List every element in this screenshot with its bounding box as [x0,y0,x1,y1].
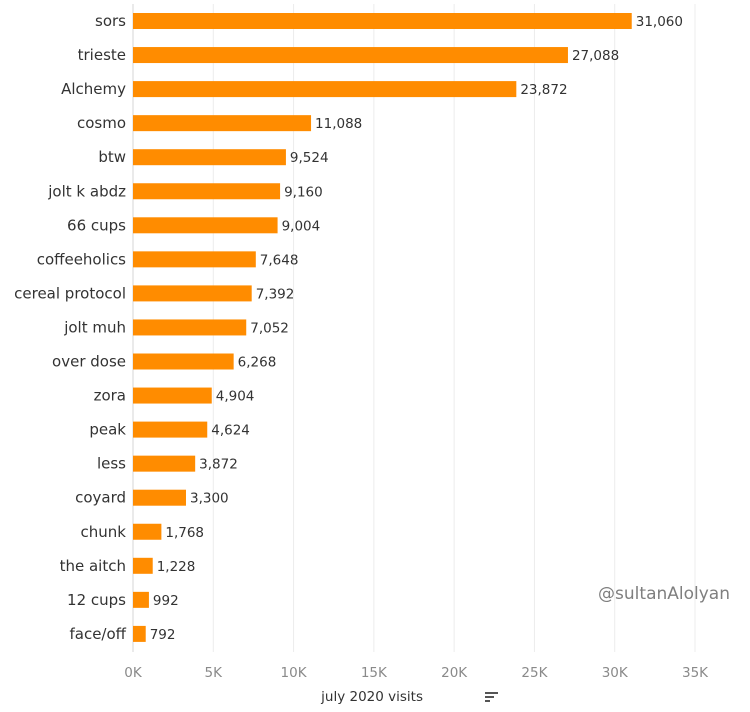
bars [133,13,632,642]
category-label: face/off [69,625,126,643]
value-label: 11,088 [315,116,362,132]
value-label: 31,060 [636,14,683,30]
bar[interactable] [133,421,208,438]
x-axis-title: july 2020 visits [320,689,423,705]
value-label: 1,228 [157,559,196,575]
category-label: chunk [81,523,127,541]
bar[interactable] [133,319,247,336]
bar[interactable] [133,47,568,64]
value-label: 6,268 [238,355,277,371]
x-tick-label: 30K [602,665,629,681]
value-label: 4,624 [211,423,250,439]
x-axis-ticks: 0K 5K 10K 15K 20K 25K 30K 35K [124,665,709,681]
value-label: 9,160 [284,184,323,200]
value-label: 23,872 [520,82,567,98]
bar[interactable] [133,625,146,642]
x-tick-label: 15K [361,665,388,681]
x-tick-label: 20K [441,665,468,681]
bar[interactable] [133,251,256,268]
category-label: coyard [75,489,126,507]
category-label: zora [94,387,126,405]
category-label: 12 cups [67,591,126,609]
bar[interactable] [133,285,252,302]
bar[interactable] [133,81,517,98]
category-label: Alchemy [61,80,126,98]
x-tick-label: 5K [205,665,224,681]
value-label: 4,904 [216,389,255,405]
category-label: cereal protocol [14,284,126,302]
bar[interactable] [133,523,162,540]
value-label: 3,300 [190,491,229,507]
watermark: @sultanAlolyan [598,584,730,604]
value-label: 7,648 [260,252,299,268]
bar[interactable] [133,183,281,200]
bar[interactable] [133,13,632,29]
bar[interactable] [133,115,312,132]
bar[interactable] [133,353,234,370]
category-label: cosmo [77,114,126,132]
category-label: over dose [52,353,126,371]
value-label: 9,004 [282,218,321,234]
category-label: coffeeholics [37,250,126,268]
value-label: 1,768 [165,525,204,541]
value-label: 27,088 [572,48,619,64]
category-labels: sors trieste Alchemy cosmo btw jolt k abdz 66 … [14,12,127,643]
x-tick-label: 10K [281,665,308,681]
bar[interactable] [133,557,153,574]
value-label: 992 [153,593,179,609]
category-label: peak [89,421,126,439]
value-label: 9,524 [290,150,329,166]
category-label: btw [98,148,126,166]
x-tick-label: 25K [521,665,548,681]
category-label: trieste [78,46,126,64]
bar[interactable] [133,217,278,234]
value-label: 7,052 [250,320,289,336]
x-tick-label: 35K [682,665,709,681]
category-label: sors [95,12,126,30]
value-label: 7,392 [256,286,295,302]
category-label: 66 cups [67,216,126,234]
category-label: jolt muh [63,318,126,336]
value-labels: 31,060 27,088 23,872 11,088 9,524 9,160 9,004 7… [150,14,683,643]
value-label: 3,872 [199,457,238,473]
bar[interactable] [133,455,196,472]
category-label: the aitch [60,557,126,575]
bar[interactable] [133,591,149,608]
category-label: jolt k abdz [47,182,126,200]
bar[interactable] [133,489,186,506]
value-label: 792 [150,627,176,643]
x-tick-label: 0K [124,665,143,681]
bar[interactable] [133,387,212,404]
category-label: less [97,455,126,473]
sort-icon[interactable] [485,692,498,702]
bar[interactable] [133,149,286,166]
